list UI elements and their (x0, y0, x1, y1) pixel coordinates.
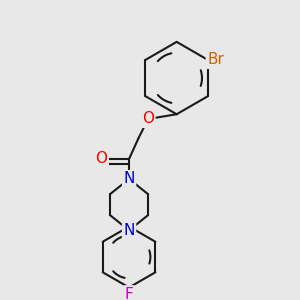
Text: Br: Br (207, 52, 224, 68)
Text: F: F (125, 286, 134, 300)
Text: N: N (123, 223, 135, 238)
Text: O: O (142, 112, 154, 127)
Text: O: O (95, 152, 107, 166)
Text: N: N (123, 172, 135, 187)
